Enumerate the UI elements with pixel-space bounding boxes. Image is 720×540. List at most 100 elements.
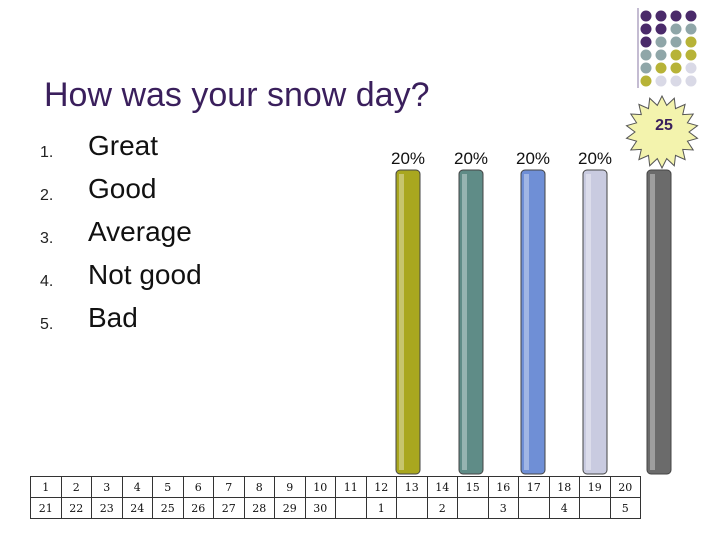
option-number: 2.	[40, 187, 54, 204]
grid-cell: 21	[30, 497, 62, 519]
grid-cell: 6	[182, 476, 214, 498]
slide-title: How was your snow day?	[44, 76, 430, 114]
grid-cell: 28	[243, 497, 275, 519]
decorative-dot	[685, 36, 697, 48]
option-label: Average	[88, 216, 192, 247]
grid-cell: 25	[152, 497, 184, 519]
chart-bar	[520, 169, 546, 475]
option-label: Great	[88, 130, 159, 161]
option-good: 2. Good	[40, 173, 300, 213]
grid-cell: 1	[30, 476, 62, 498]
grid-row: 21 22 23 24 25 26 27 28 29 30 1 2 3 4 5	[30, 497, 641, 519]
grid-cell: 23	[91, 497, 123, 519]
bar-data-label: 20%	[516, 149, 550, 168]
grid-cell	[579, 497, 611, 519]
chart-bar	[395, 169, 421, 475]
grid-cell: 4	[548, 497, 580, 519]
decorative-dot	[670, 23, 682, 35]
grid-cell: 19	[579, 476, 611, 498]
grid-cell: 2	[60, 476, 92, 498]
grid-cell: 29	[274, 497, 306, 519]
grid-cell: 27	[213, 497, 245, 519]
starburst-icon	[625, 94, 699, 170]
decorative-dot-pattern	[637, 8, 697, 88]
grid-row: 1 2 3 4 5 6 7 8 9 10 11 12 13 14 15 16 17 18 19 20	[30, 476, 641, 498]
grid-cell: 4	[121, 476, 153, 498]
decorative-dot	[670, 49, 682, 61]
decorative-dot	[640, 62, 652, 74]
decorative-dot	[685, 75, 697, 87]
grid-cell: 5	[152, 476, 184, 498]
grid-cell: 11	[335, 476, 367, 498]
chart-bar	[646, 169, 672, 475]
grid-cell	[396, 497, 428, 519]
grid-cell: 3	[487, 497, 519, 519]
grid-cell: 20	[609, 476, 641, 498]
grid-cell	[518, 497, 550, 519]
grid-cell	[335, 497, 367, 519]
bar-highlight	[399, 174, 404, 470]
decorative-dot	[640, 10, 652, 22]
countdown-timer: 25	[625, 94, 699, 170]
grid-cell: 9	[274, 476, 306, 498]
grid-cell: 5	[609, 497, 641, 519]
decorative-dot	[655, 23, 667, 35]
option-label: Bad	[88, 302, 138, 333]
decorative-dot	[640, 75, 652, 87]
bar-data-label: 20%	[578, 149, 612, 168]
decorative-dot	[670, 36, 682, 48]
bar-highlight	[462, 174, 467, 470]
grid-cell: 12	[365, 476, 397, 498]
decorative-dot	[655, 10, 667, 22]
bar-highlight	[586, 174, 591, 470]
option-label: Not good	[88, 259, 202, 290]
decorative-dot	[685, 10, 697, 22]
decorative-dot	[655, 49, 667, 61]
decorative-dot	[655, 36, 667, 48]
grid-cell	[457, 497, 489, 519]
bar-data-label: 20%	[454, 149, 488, 168]
grid-cell: 24	[121, 497, 153, 519]
option-not-good: 4. Not good	[40, 259, 300, 299]
response-bar-chart: 20% 20% 20% 20%	[391, 149, 672, 475]
decorative-dot	[640, 36, 652, 48]
option-number: 1.	[40, 144, 54, 161]
decorative-dot	[670, 75, 682, 87]
option-bad: 5. Bad	[40, 302, 300, 342]
decorative-dot	[685, 23, 697, 35]
grid-cell: 26	[182, 497, 214, 519]
decorative-dot	[655, 75, 667, 87]
option-label: Good	[88, 173, 157, 204]
bar-highlight	[524, 174, 529, 470]
decorative-dot	[685, 62, 697, 74]
grid-cell: 10	[304, 476, 336, 498]
grid-cell: 16	[487, 476, 519, 498]
grid-cell: 2	[426, 497, 458, 519]
bar-data-label: 20%	[391, 149, 425, 168]
decorative-dot	[640, 23, 652, 35]
decorative-dot	[670, 62, 682, 74]
option-great: 1. Great	[40, 130, 300, 170]
grid-cell: 1	[365, 497, 397, 519]
grid-cell: 3	[91, 476, 123, 498]
decorative-dot	[655, 62, 667, 74]
grid-cell: 7	[213, 476, 245, 498]
option-number: 4.	[40, 273, 54, 290]
decorative-dot	[640, 49, 652, 61]
grid-cell: 17	[518, 476, 550, 498]
option-number: 5.	[40, 316, 54, 333]
grid-cell: 8	[243, 476, 275, 498]
decorative-dot	[670, 10, 682, 22]
bar-highlight	[650, 174, 655, 470]
option-number: 3.	[40, 230, 54, 247]
grid-cell: 14	[426, 476, 458, 498]
grid-cell: 30	[304, 497, 336, 519]
grid-cell: 13	[396, 476, 428, 498]
grid-cell: 15	[457, 476, 489, 498]
keypad-response-grid: 1 2 3 4 5 6 7 8 9 10 11 12 13 14 15 16 17 18 19 20 21 22 23 24…	[30, 476, 641, 519]
option-average: 3. Average	[40, 216, 300, 256]
grid-cell: 22	[60, 497, 92, 519]
chart-bar	[458, 169, 484, 475]
timer-value: 25	[655, 117, 673, 134]
decorative-dot	[685, 49, 697, 61]
